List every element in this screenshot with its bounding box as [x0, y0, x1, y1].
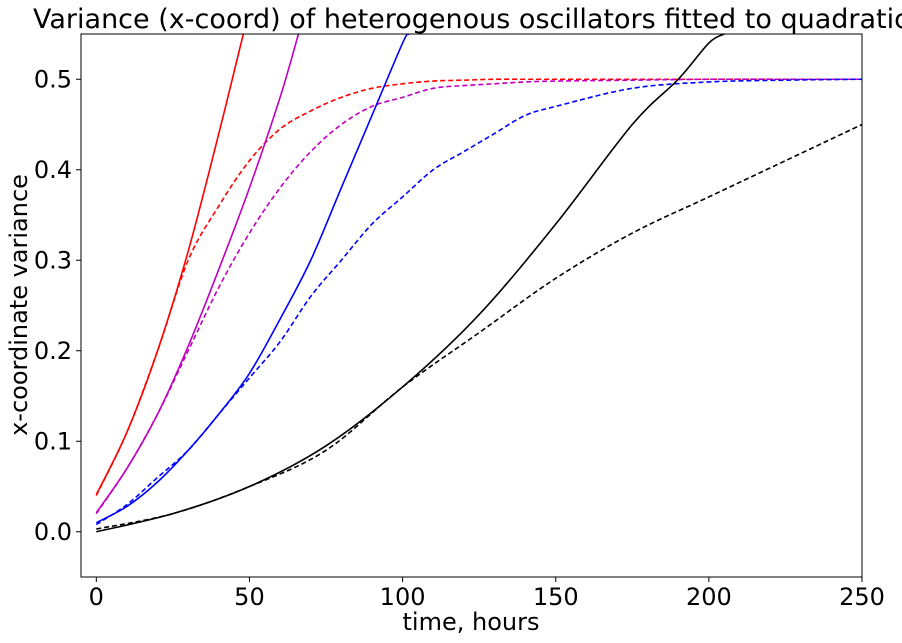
x-tick-label: 0 [89, 583, 104, 611]
series-line-2-dashed [95, 78, 862, 515]
y-tick-label: 0.3 [34, 246, 72, 274]
chart-title: Variance (x-coord) of heterogenous oscil… [33, 4, 902, 35]
y-tick-label: 0.1 [34, 427, 72, 455]
x-axis: 0 50 100 150 200 250 [89, 577, 885, 611]
series-line-0-dashed [95, 78, 862, 496]
series-line-4-dashed [95, 78, 862, 526]
y-tick-label: 0.5 [34, 65, 72, 93]
y-axis: 0.0 0.1 0.2 0.3 0.4 0.5 [34, 65, 81, 546]
x-tick-label: 150 [533, 583, 579, 611]
plot-frame [80, 33, 863, 578]
series-line-7-solid [96, 34, 725, 533]
series-line-3-solid [95, 34, 300, 514]
series-line-1-solid [95, 34, 245, 495]
series-layer [95, 34, 862, 533]
y-tick-label: 0.0 [34, 518, 72, 546]
x-tick-label: 50 [234, 583, 265, 611]
x-axis-label: time, hours [403, 608, 540, 636]
x-tick-label: 200 [686, 583, 732, 611]
y-tick-label: 0.4 [34, 156, 72, 184]
series-line-5-solid [95, 34, 410, 524]
series-line-6-dashed [96, 123, 862, 530]
x-tick-label: 250 [839, 583, 885, 611]
y-tick-label: 0.2 [34, 337, 72, 365]
y-axis-label: x-coordinate variance [5, 174, 33, 436]
x-tick-label: 100 [380, 583, 426, 611]
